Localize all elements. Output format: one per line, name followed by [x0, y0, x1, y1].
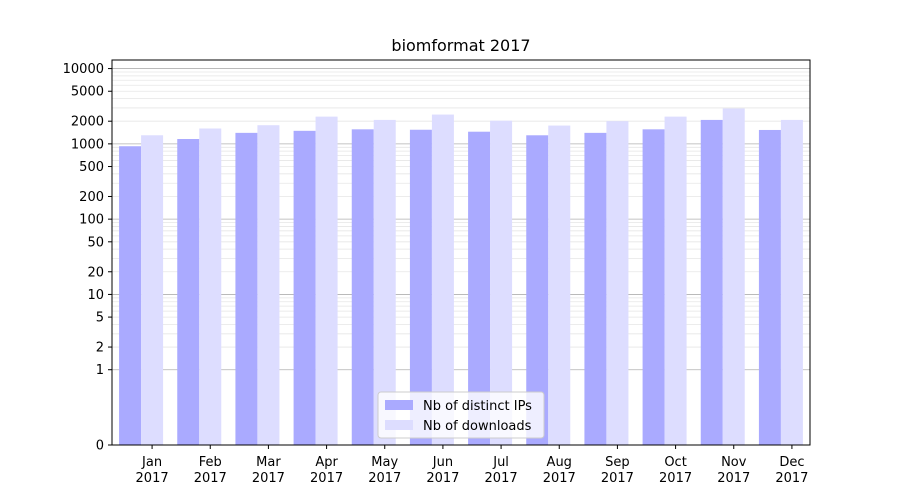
- bar-distinct-ips: [642, 129, 665, 446]
- y-tick-label: 500: [79, 160, 104, 175]
- legend-label: Nb of downloads: [423, 419, 532, 434]
- legend-label: Nb of distinct IPs: [423, 399, 532, 414]
- y-tick-label: 50: [87, 235, 104, 250]
- y-tick-label: 20: [87, 265, 104, 280]
- legend: Nb of distinct IPs Nb of downloads: [377, 391, 545, 439]
- bar-downloads: [141, 135, 164, 445]
- axes: 0 1 2 5 10 20 50 100 200 500 1000 2000 5000 10000 Jan 2…: [63, 59, 811, 486]
- y-tick-label: 1000: [71, 137, 104, 152]
- bar-distinct-ips: [351, 129, 374, 446]
- bar-downloads: [548, 125, 571, 446]
- y-tick-label: 5000: [71, 85, 104, 100]
- bar-distinct-ips: [119, 146, 142, 445]
- bar-distinct-ips: [235, 132, 258, 445]
- x-tick-label: Jun 2017: [426, 455, 459, 486]
- y-tick-label: 10: [87, 288, 104, 303]
- y-tick-label: 0: [96, 439, 104, 454]
- y-tick-label: 1: [96, 363, 104, 378]
- x-tick-label: May 2017: [368, 455, 401, 486]
- bar-distinct-ips: [468, 131, 491, 445]
- x-tick-label: Jul 2017: [485, 455, 518, 486]
- y-tick-label: 2: [96, 341, 104, 356]
- legend-box: [377, 391, 545, 439]
- x-tick-label: Dec 2017: [775, 455, 808, 486]
- bar-distinct-ips: [526, 135, 549, 445]
- y-tick-label: 100: [79, 213, 104, 228]
- bar-downloads: [664, 116, 687, 446]
- y-tick-label: 10000: [63, 62, 104, 77]
- bar-distinct-ips: [584, 132, 607, 445]
- bar-distinct-ips: [409, 129, 432, 445]
- bar-distinct-ips: [177, 139, 200, 446]
- bar-downloads: [606, 121, 629, 445]
- gridlines: [112, 68, 810, 371]
- legend-swatch: [385, 400, 413, 410]
- x-tick-label: Jan 2017: [136, 455, 169, 486]
- bar-downloads: [722, 108, 745, 445]
- bar-downloads: [315, 116, 338, 446]
- x-tick-label: Mar 2017: [252, 455, 285, 486]
- bar-distinct-ips: [293, 130, 316, 445]
- bar-group: [119, 108, 803, 446]
- x-tick-label: Apr 2017: [310, 455, 343, 486]
- plot-frame: [111, 59, 811, 446]
- y-tick-label: 5: [96, 311, 104, 326]
- bar-downloads: [431, 114, 454, 446]
- chart-title: biomformat 2017: [391, 36, 530, 55]
- bar-downloads: [199, 128, 222, 445]
- bar-distinct-ips: [700, 119, 723, 445]
- bar-downloads: [780, 119, 803, 445]
- x-tick-label: Oct 2017: [659, 455, 692, 486]
- x-tick-label: Feb 2017: [194, 455, 227, 486]
- bar-downloads: [373, 119, 396, 445]
- legend-swatch: [385, 420, 413, 430]
- bar-downloads: [490, 120, 513, 445]
- x-tick-label: Aug 2017: [543, 455, 576, 486]
- x-tick-label: Sep 2017: [601, 455, 634, 486]
- bar-distinct-ips: [758, 129, 781, 446]
- y-tick-label: 200: [79, 190, 104, 205]
- x-tick-label: Nov 2017: [717, 455, 750, 486]
- bar-downloads: [257, 125, 280, 445]
- y-tick-label: 2000: [71, 115, 104, 130]
